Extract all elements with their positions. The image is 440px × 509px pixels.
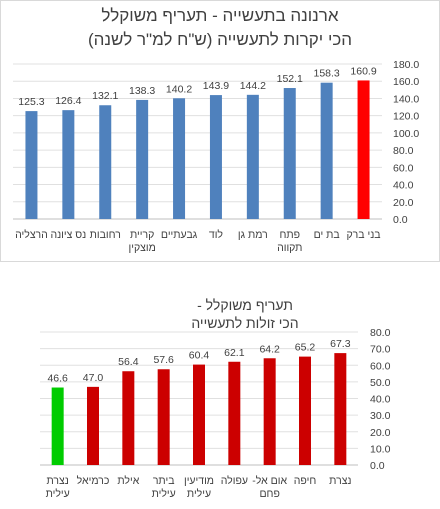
bottom-category-label: עילית (152, 488, 176, 500)
top-bar-value-label: 143.9 (203, 80, 229, 92)
top-category-label: הרצליה (15, 229, 48, 241)
bottom-category-label: מודיעין (184, 475, 214, 487)
bottom-bar-value-label: 47.0 (83, 372, 104, 384)
bottom-y-tick-label: 20.0 (370, 427, 391, 439)
top-y-tick-label: 60.0 (393, 162, 414, 174)
bottom-y-tick-label: 70.0 (370, 344, 391, 356)
top-y-tick-label: 100.0 (393, 128, 419, 140)
bottom-y-tick-label: 50.0 (370, 377, 391, 389)
top-category-label: בני ברק (346, 229, 380, 241)
top-category-label: רחובות (90, 229, 121, 241)
top-bar-value-label: 152.1 (277, 73, 303, 85)
top-category-label: תקווה (277, 242, 302, 254)
top-bar (99, 105, 112, 219)
top-bar (136, 99, 149, 219)
top-category-label: קריית (130, 229, 154, 241)
bottom-y-tick-label: 60.0 (370, 360, 391, 372)
bottom-category-label: פחם (259, 488, 279, 500)
top-category-label: לוד (209, 229, 224, 241)
top-bar (357, 80, 370, 219)
chart-top-title-line2: הכי יקרות לתעשייה (ש"ח למ"ר לשנה) (87, 30, 353, 49)
bottom-bar (193, 364, 205, 465)
bottom-bar-value-label: 62.1 (224, 347, 245, 359)
top-category-label: מוצקין (128, 242, 155, 254)
top-bar-value-label: 140.2 (166, 83, 192, 95)
bottom-y-tick-label: 80.0 (370, 327, 391, 339)
top-bar-value-label: 125.3 (18, 96, 44, 108)
bottom-y-tick-label: 0.0 (370, 460, 385, 472)
bottom-bar (228, 361, 241, 465)
top-y-tick-label: 40.0 (393, 180, 414, 192)
bottom-category-label: אום אל- (252, 475, 287, 487)
chart-top-title-line1: ארנונה בתעשייה - תעריף משוקלל (101, 6, 339, 25)
top-bar (283, 88, 296, 220)
bottom-category-label: עילית (46, 488, 70, 500)
top-bar (246, 94, 259, 219)
bottom-bar-value-label: 65.2 (295, 342, 316, 354)
top-y-tick-label: 20.0 (393, 197, 414, 209)
bottom-bar (122, 371, 135, 465)
top-y-tick-label: 180.0 (393, 59, 419, 71)
bottom-y-tick-label: 10.0 (370, 443, 391, 455)
top-category-label: בת ים (314, 229, 340, 241)
bottom-bar (299, 356, 311, 465)
top-bar (209, 95, 222, 219)
top-category-label: נס ציונה (50, 229, 86, 241)
bottom-bar-value-label: 56.4 (118, 356, 139, 368)
bottom-bar (51, 387, 64, 465)
bottom-category-label: אילת (117, 475, 139, 487)
bottom-y-tick-label: 40.0 (370, 394, 391, 406)
top-bar-value-label: 126.4 (55, 95, 81, 107)
bottom-bar-value-label: 46.6 (47, 373, 68, 385)
top-category-label: פתח (279, 229, 300, 241)
bottom-bar (87, 386, 99, 465)
bottom-category-label: עילית (187, 488, 211, 500)
bottom-bar-value-label: 64.2 (259, 343, 280, 355)
bottom-category-label: חיפה (294, 475, 317, 487)
bottom-bar-value-label: 67.3 (330, 338, 351, 350)
top-bar-value-label: 158.3 (314, 68, 340, 80)
chart-bottom-title-line1: תעריף משוקלל - (197, 297, 293, 313)
top-category-label: רמת גן (238, 229, 268, 241)
top-y-tick-label: 160.0 (393, 76, 419, 88)
top-bar (62, 110, 75, 219)
top-bar-value-label: 160.9 (350, 65, 376, 77)
bottom-bar (157, 369, 170, 465)
top-bar-value-label: 132.1 (92, 90, 118, 102)
top-y-tick-label: 80.0 (393, 145, 414, 157)
bottom-bar-value-label: 57.6 (153, 354, 174, 366)
bottom-category-label: נצרת (329, 475, 351, 487)
top-bar-value-label: 144.2 (240, 80, 266, 92)
top-y-tick-label: 140.0 (393, 93, 419, 105)
bottom-y-tick-label: 30.0 (370, 410, 391, 422)
top-y-tick-label: 120.0 (393, 111, 419, 123)
bottom-category-label: ביתר (153, 475, 175, 487)
bottom-category-label: עפולה (221, 475, 248, 487)
bottom-bar (263, 358, 276, 465)
top-bar (173, 98, 186, 219)
chart-bottom-title-line2: הכי זולות לתעשייה (191, 315, 299, 331)
top-bar (320, 82, 333, 219)
bottom-category-label: נצרת (46, 475, 68, 487)
top-category-label: גבעתיים (161, 229, 198, 241)
top-y-tick-label: 0.0 (393, 214, 408, 226)
top-bar-value-label: 138.3 (129, 85, 155, 97)
bottom-bar-value-label: 60.4 (189, 350, 210, 362)
bottom-category-label: כרמיאל (77, 475, 110, 487)
bottom-bar (334, 353, 347, 465)
top-bar (25, 111, 38, 219)
